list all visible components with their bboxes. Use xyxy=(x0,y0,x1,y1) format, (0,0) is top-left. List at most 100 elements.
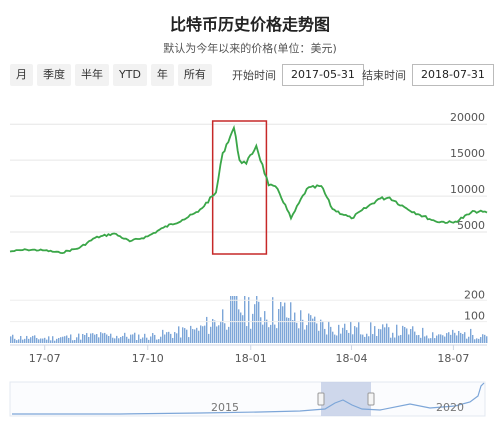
volume-bar xyxy=(402,325,404,343)
volume-bar xyxy=(280,301,282,343)
volume-bar xyxy=(262,324,264,343)
volume-bar xyxy=(160,336,162,343)
volume-bar xyxy=(364,336,366,343)
volume-bar xyxy=(68,337,70,343)
range-button-quarter[interactable]: 季度 xyxy=(37,64,71,86)
volume-bar xyxy=(98,337,100,343)
volume-bar xyxy=(56,338,58,343)
volume-bar xyxy=(326,334,328,343)
volume-bar xyxy=(166,332,168,343)
volume-bar xyxy=(60,337,62,343)
range-button-month[interactable]: 月 xyxy=(10,64,33,86)
volume-bar xyxy=(146,337,148,343)
range-button-year[interactable]: 年 xyxy=(150,64,174,86)
volume-bar xyxy=(214,320,216,343)
volume-bar xyxy=(398,335,400,343)
volume-bar xyxy=(118,338,120,343)
volume-bar xyxy=(234,296,236,343)
volume-bar xyxy=(396,324,398,343)
volume-bar xyxy=(54,340,56,343)
volume-bars xyxy=(10,296,488,343)
end-date-input[interactable]: 2018-07-31 xyxy=(412,64,494,86)
volume-bar xyxy=(458,330,460,343)
volume-bar xyxy=(156,339,158,343)
volume-bar xyxy=(480,337,482,343)
volume-bar xyxy=(358,322,360,343)
volume-bar xyxy=(294,312,296,343)
volume-bar xyxy=(314,316,316,343)
volume-bar xyxy=(70,334,72,343)
volume-bar xyxy=(464,332,466,343)
volume-bar xyxy=(478,338,480,343)
volume-bar xyxy=(442,335,444,343)
volume-bar xyxy=(268,327,270,343)
volume-bar xyxy=(192,329,194,343)
volume-bar xyxy=(18,339,20,343)
volume-bar xyxy=(350,321,352,343)
volume-bar xyxy=(218,325,220,343)
volume-bar xyxy=(202,326,204,343)
volume-bar xyxy=(86,333,88,343)
volume-bar xyxy=(72,340,74,343)
range-button-half-year[interactable]: 半年 xyxy=(75,64,109,86)
volume-bar xyxy=(446,333,448,343)
volume-bar xyxy=(48,336,50,343)
volume-bar xyxy=(88,336,90,343)
price-gridlines xyxy=(10,123,487,233)
volume-bar xyxy=(154,334,156,343)
volume-bar xyxy=(16,340,18,343)
x-tick-label: 18-04 xyxy=(336,352,368,365)
range-button-all[interactable]: 所有 xyxy=(177,64,212,86)
volume-bar xyxy=(10,336,12,343)
volume-bar xyxy=(126,336,128,343)
x-axis-ticks: 17-07 17-10 18-01 18-04 18-07 xyxy=(29,345,469,365)
volume-bar xyxy=(190,325,192,343)
volume-bar xyxy=(90,333,92,343)
volume-bar xyxy=(114,338,116,343)
volume-bar xyxy=(236,296,238,343)
end-date-group: 结束时间 2018-07-31 xyxy=(362,64,494,86)
volume-bar xyxy=(58,337,60,343)
volume-bar xyxy=(468,336,470,343)
volume-bar xyxy=(438,334,440,343)
volume-bar xyxy=(428,338,430,343)
x-tick-label: 17-07 xyxy=(29,352,61,365)
volume-bar xyxy=(436,335,438,343)
volume-bar xyxy=(420,337,422,343)
volume-bar xyxy=(264,311,266,343)
volume-bar xyxy=(462,334,464,343)
volume-bar xyxy=(300,310,302,343)
volume-bar xyxy=(204,325,206,343)
volume-bar xyxy=(460,332,462,343)
volume-bar xyxy=(454,332,456,343)
volume-bar xyxy=(266,319,268,343)
volume-bar xyxy=(338,324,340,343)
volume-bar xyxy=(306,325,308,343)
volume-bar xyxy=(288,317,290,343)
volume-bar xyxy=(334,334,336,343)
start-date-input[interactable]: 2017-05-31 xyxy=(282,64,364,86)
volume-bar xyxy=(380,329,382,343)
volume-bar xyxy=(210,326,212,343)
volume-bar xyxy=(30,337,32,343)
volume-bar xyxy=(188,337,190,343)
navigator-window xyxy=(321,382,371,416)
volume-bar xyxy=(376,335,378,343)
volume-bar xyxy=(182,327,184,343)
volume-bar xyxy=(64,336,66,343)
volume-bar xyxy=(352,334,354,343)
volume-bar xyxy=(392,332,394,343)
volume-bar xyxy=(388,327,390,343)
volume-bar xyxy=(282,306,284,343)
volume-bar xyxy=(322,320,324,343)
page-subtitle: 默认为今年以来的价格(单位：美元) xyxy=(163,42,337,55)
volume-bar xyxy=(356,327,358,343)
volume-bar xyxy=(434,338,436,343)
volume-bar xyxy=(50,340,52,343)
volume-bar xyxy=(38,339,40,343)
volume-y-tick-label: 100 xyxy=(464,310,485,323)
volume-bar xyxy=(248,297,250,343)
volume-bar xyxy=(44,337,46,343)
volume-bar xyxy=(256,296,258,343)
range-button-ytd[interactable]: YTD xyxy=(113,64,147,86)
